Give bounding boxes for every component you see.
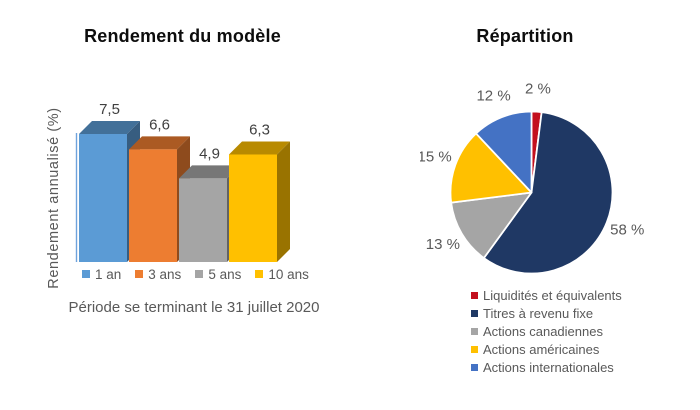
bar-top-face [79, 121, 140, 134]
legend-label: Titres à revenu fixe [483, 305, 594, 321]
legend-label: Actions canadiennes [483, 323, 603, 339]
pie-slice-label: 2 % [525, 81, 551, 98]
bar-10-ans [229, 141, 290, 262]
legend-swatch-icon [471, 309, 478, 317]
pie-legend-item: Actions américaines [471, 340, 622, 358]
legend-label: Actions internationales [483, 359, 614, 375]
legend-swatch-icon [195, 270, 204, 278]
legend-swatch-icon [471, 363, 478, 371]
bar-chart-title: Rendement du modèle [84, 26, 281, 46]
bar-value-label: 6,3 [249, 121, 270, 138]
bar-front-face [229, 154, 277, 262]
bar-3-ans [129, 136, 190, 262]
bar-value-label: 7,5 [99, 101, 120, 118]
bar-legend-item: 5 ans [195, 267, 241, 282]
legend-swatch-icon [471, 345, 478, 353]
bar-top-face [129, 136, 190, 150]
pie-slice-label: 13 % [426, 236, 460, 253]
pie-chart-title: Répartition [476, 26, 574, 46]
pie-chart-legend: Liquidités et équivalents Titres à revenu… [471, 286, 622, 376]
pie-slice [450, 191, 533, 259]
legend-label: 1 an [95, 266, 122, 282]
bar-side-face [277, 141, 290, 262]
legend-label: 3 ans [148, 266, 182, 282]
pie-legend-item: Titres à revenu fixe [471, 304, 622, 322]
legend-swatch-icon [255, 270, 264, 278]
legend-label: 5 ans [208, 266, 242, 282]
bar-front-face [79, 134, 127, 262]
bar-legend-item: 10 ans [255, 267, 309, 282]
bar-chart-caption: Période se terminant le 31 juillet 2020 [68, 299, 320, 316]
bar-chart-canvas: 7,5 6,6 4,9 6,3 [75, 101, 290, 262]
pie-legend-item: Liquidités et équivalents [471, 286, 622, 304]
legend-label: Liquidités et équivalents [483, 287, 622, 303]
pie-slice [449, 132, 533, 204]
pie-slice [483, 111, 614, 275]
pie-slice-label: 12 % [476, 88, 510, 105]
bar-legend-item: 3 ans [135, 267, 181, 282]
bar-chart-legend: 1 an 3 ans 5 ans 10 ans [82, 266, 309, 282]
bar-front-face [129, 149, 177, 262]
pie-slice-label: 15 % [420, 149, 452, 166]
bar-value-label: 4,9 [199, 145, 220, 162]
pie-slice-label: 58 % [610, 221, 644, 238]
pie-legend-item: Actions canadiennes [471, 322, 622, 340]
legend-label: Actions américaines [483, 341, 600, 357]
legend-swatch-icon [471, 327, 478, 335]
bar-top-face [229, 141, 290, 155]
bar-legend-item: 1 an [82, 267, 121, 282]
legend-swatch-icon [135, 270, 144, 278]
pie-chart-canvas: 2 % 58 % 13 % 15 % 12 % [420, 81, 644, 275]
legend-swatch-icon [82, 270, 90, 278]
legend-swatch-icon [471, 291, 478, 299]
bar-front-face [179, 178, 227, 262]
bar-top-face [179, 165, 240, 179]
pie-slice [475, 110, 533, 194]
legend-label: 10 ans [268, 266, 309, 282]
pie-legend-item: Actions internationales [471, 358, 622, 376]
bar-value-label: 6,6 [149, 116, 170, 133]
